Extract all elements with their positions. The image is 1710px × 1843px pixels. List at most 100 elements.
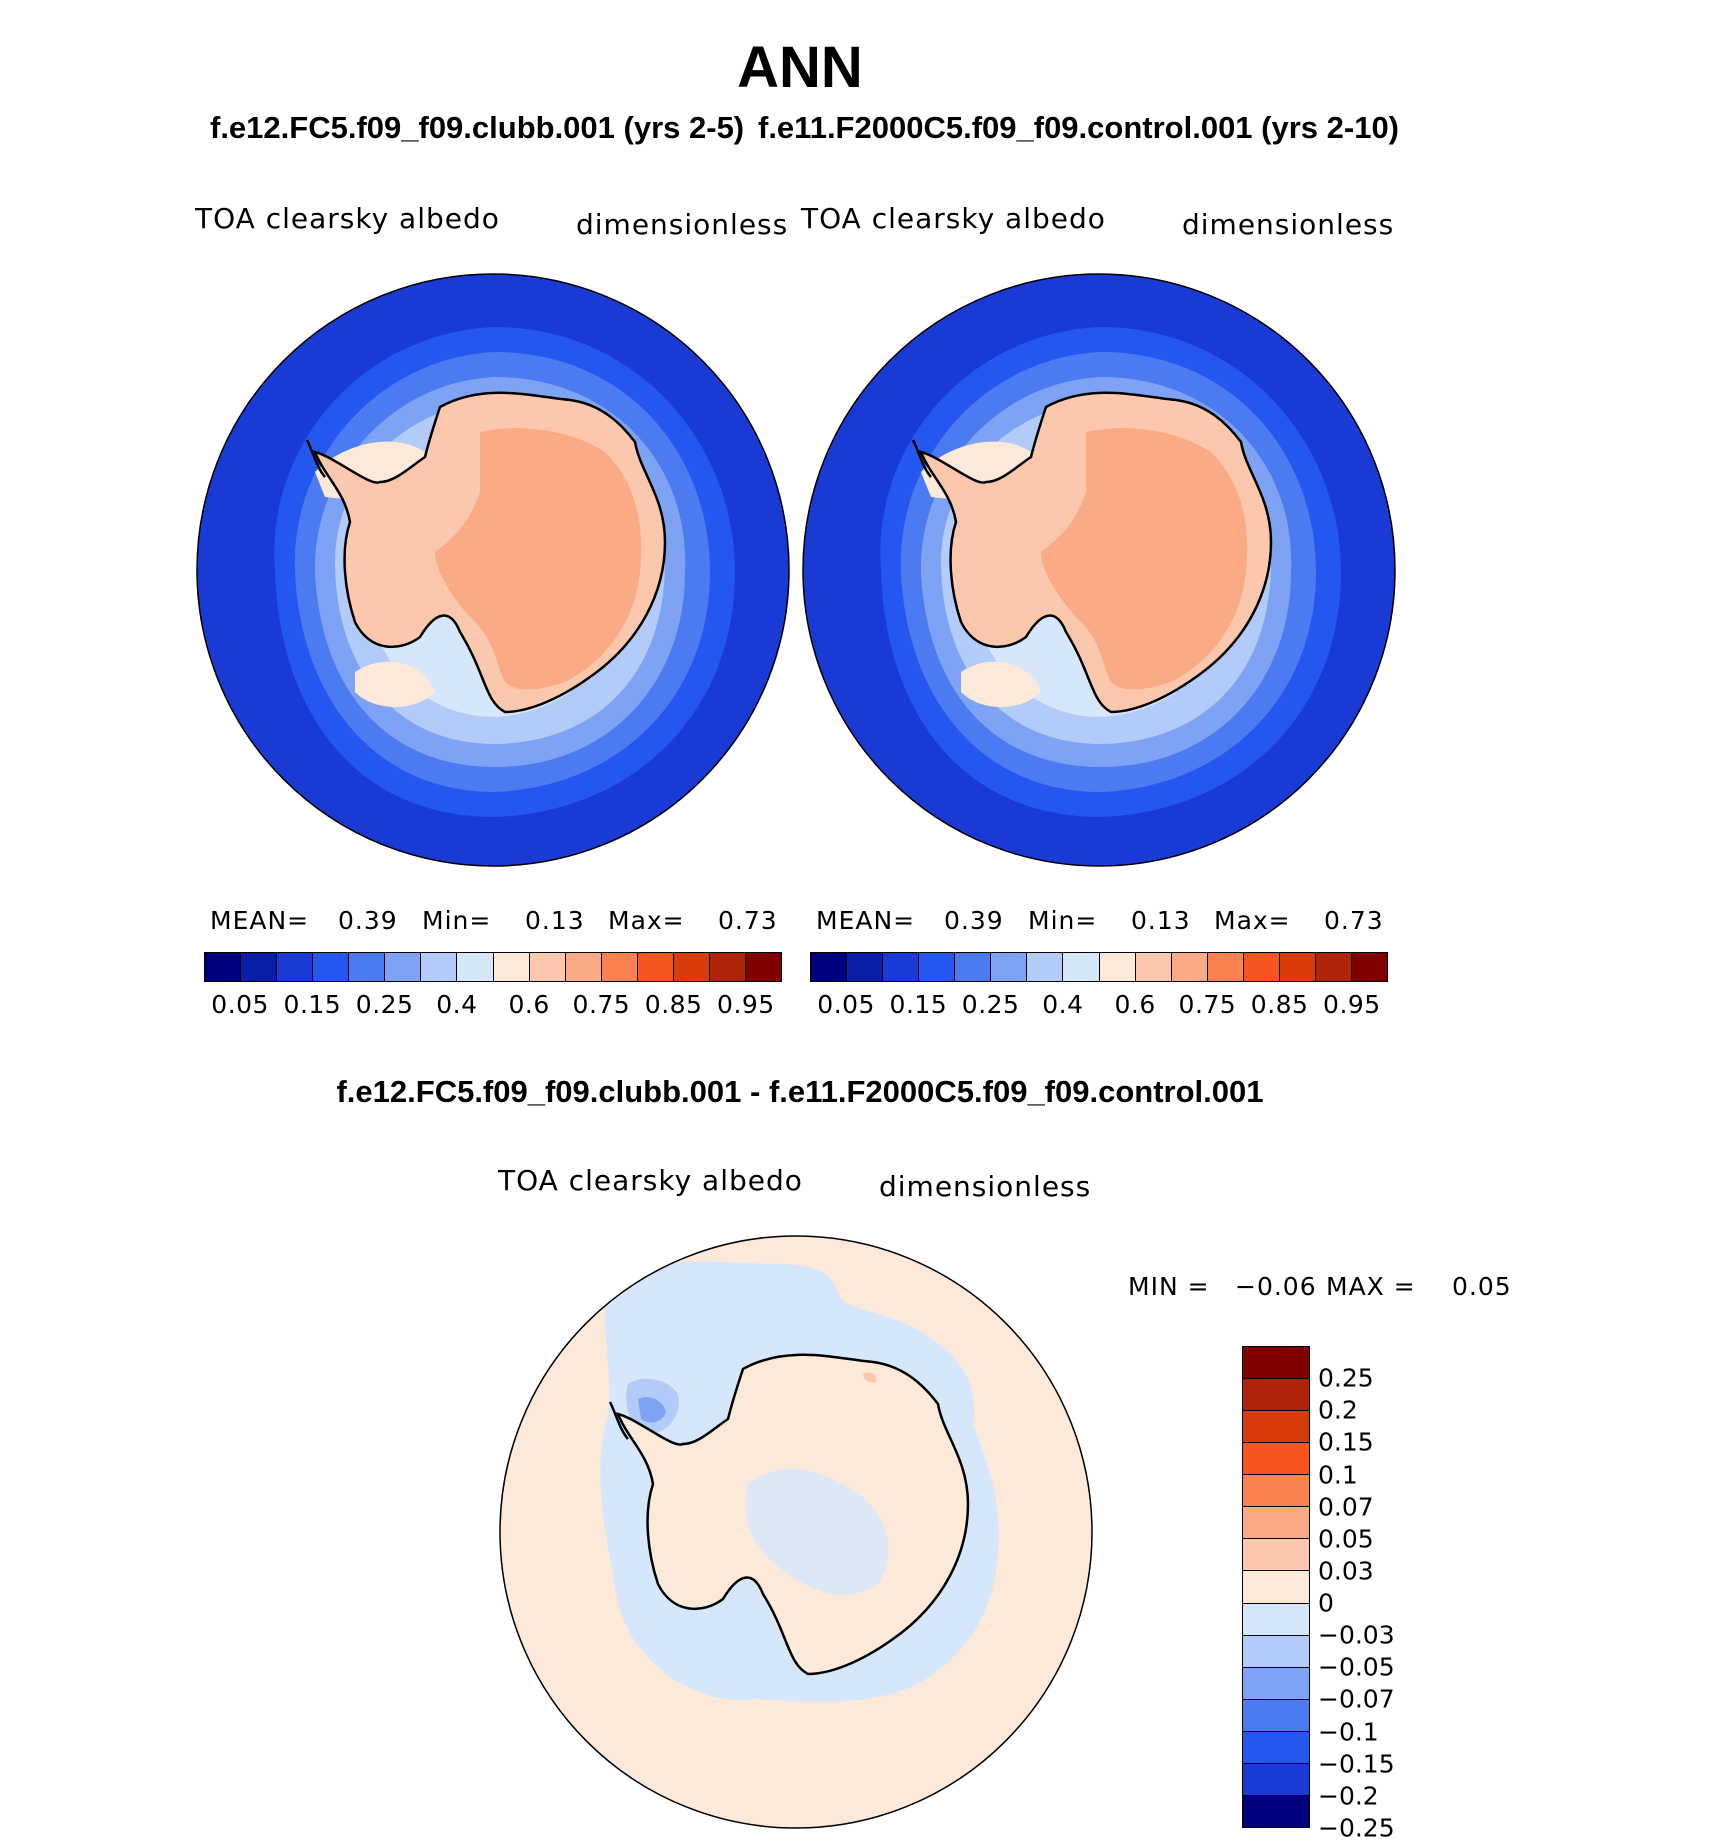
colorbar-swatch [709,953,746,981]
colorbar-swatch [991,953,1028,981]
left-units-label: dimensionless [576,208,789,241]
right-case-title: f.e11.F2000C5.f09_f09.control.001 (yrs 2… [758,110,1400,145]
left-polar-map [196,273,790,867]
colorbar-swatch [1063,953,1100,981]
colorbar-swatch [529,953,566,981]
colorbar-swatch [919,953,956,981]
colorbar-tick-label: 0.05 [1318,1524,1374,1554]
colorbar-swatch [1171,953,1208,981]
colorbar-swatch [1243,953,1280,981]
diff-colorbar [1242,1346,1310,1828]
colorbar-swatch [637,953,674,981]
colorbar-tick-label: 0 [1318,1588,1334,1618]
right-colorbar [810,952,1388,982]
colorbar-tick-label: 0.6 [508,990,550,1019]
right-min-value: 0.13 [1131,906,1191,935]
colorbar-swatch [1243,1443,1309,1476]
colorbar-tick-label: −0.25 [1318,1813,1395,1843]
colorbar-tick-label: 0.2 [1318,1395,1358,1425]
colorbar-swatch [1243,1571,1309,1604]
colorbar-swatch [205,953,242,981]
colorbar-swatch [1243,1507,1309,1540]
colorbar-tick-label: −0.2 [1318,1781,1379,1811]
colorbar-swatch [955,953,992,981]
diff-units-label: dimensionless [879,1170,1092,1203]
colorbar-swatch [277,953,314,981]
colorbar-swatch [1243,1795,1309,1827]
colorbar-tick-label: 0.25 [961,990,1020,1019]
colorbar-swatch [883,953,920,981]
colorbar-swatch [1207,953,1244,981]
colorbar-tick-label: 0.85 [644,990,703,1019]
colorbar-tick-label: 0.85 [1250,990,1309,1019]
colorbar-swatch [1243,1347,1309,1380]
colorbar-swatch [1135,953,1172,981]
colorbar-tick-label: −0.05 [1318,1652,1395,1682]
diff-title: f.e12.FC5.f09_f09.clubb.001 - f.e11.F200… [336,1074,1264,1109]
colorbar-tick-label: 0.95 [1323,990,1381,1019]
colorbar-swatch [1243,1731,1309,1764]
colorbar-tick-label: 0.4 [436,990,478,1019]
colorbar-swatch [1243,1763,1309,1796]
colorbar-tick-label: 0.15 [283,990,342,1019]
page-title: ANN [737,35,863,100]
colorbar-tick-label: −0.1 [1318,1717,1379,1747]
right-variable-label: TOA clearsky albedo [801,202,1106,235]
colorbar-tick-label: −0.03 [1318,1620,1395,1650]
colorbar-swatch [241,953,278,981]
colorbar-tick-label: 0.05 [211,990,269,1019]
left-min-value: 0.13 [525,906,585,935]
right-units-label: dimensionless [1182,208,1395,241]
left-variable-label: TOA clearsky albedo [195,202,500,235]
colorbar-tick-label: 0.03 [1318,1556,1374,1586]
diff-min-value: −0.06 [1235,1272,1317,1301]
left-max-label: Max= [608,906,685,935]
colorbar-swatch [745,953,781,981]
colorbar-tick-label: 0.15 [1318,1427,1374,1457]
right-max-value: 0.73 [1324,906,1384,935]
colorbar-tick-label: 0.05 [817,990,875,1019]
left-mean-label: MEAN= [210,906,310,935]
right-mean-label: MEAN= [816,906,916,935]
colorbar-tick-label: 0.95 [717,990,775,1019]
colorbar-tick-label: −0.07 [1318,1684,1395,1714]
colorbar-swatch [1099,953,1136,981]
left-max-value: 0.73 [718,906,778,935]
colorbar-swatch [1027,953,1064,981]
colorbar-tick-label: 0.25 [355,990,414,1019]
colorbar-swatch [1243,1379,1309,1412]
colorbar-swatch [1243,1699,1309,1732]
colorbar-swatch [385,953,422,981]
colorbar-swatch [847,953,884,981]
colorbar-swatch [1243,1603,1309,1636]
colorbar-swatch [601,953,638,981]
diff-max-label: MAX = [1326,1272,1416,1301]
left-min-label: Min= [422,906,492,935]
colorbar-tick-label: 0.25 [1318,1363,1374,1393]
left-mean-value: 0.39 [338,906,398,935]
colorbar-swatch [1243,1635,1309,1668]
left-case-title: f.e12.FC5.f09_f09.clubb.001 (yrs 2-5) [210,110,745,145]
colorbar-swatch [457,953,494,981]
right-polar-map [802,273,1396,867]
colorbar-tick-label: 0.07 [1318,1492,1374,1522]
colorbar-swatch [1243,1667,1309,1700]
colorbar-swatch [1279,953,1316,981]
colorbar-tick-label: 0.75 [1178,990,1237,1019]
colorbar-swatch [1243,1411,1309,1444]
colorbar-swatch [1243,1539,1309,1572]
colorbar-swatch [349,953,386,981]
diff-variable-label: TOA clearsky albedo [498,1164,803,1197]
colorbar-tick-label: −0.15 [1318,1749,1395,1779]
colorbar-swatch [493,953,530,981]
colorbar-swatch [1243,1475,1309,1508]
right-min-label: Min= [1028,906,1098,935]
colorbar-swatch [1351,953,1387,981]
colorbar-swatch [421,953,458,981]
colorbar-tick-label: 0.6 [1114,990,1156,1019]
colorbar-swatch [313,953,350,981]
colorbar-tick-label: 0.75 [572,990,631,1019]
right-mean-value: 0.39 [944,906,1004,935]
diff-min-label: MIN = [1128,1272,1210,1301]
colorbar-swatch [811,953,848,981]
